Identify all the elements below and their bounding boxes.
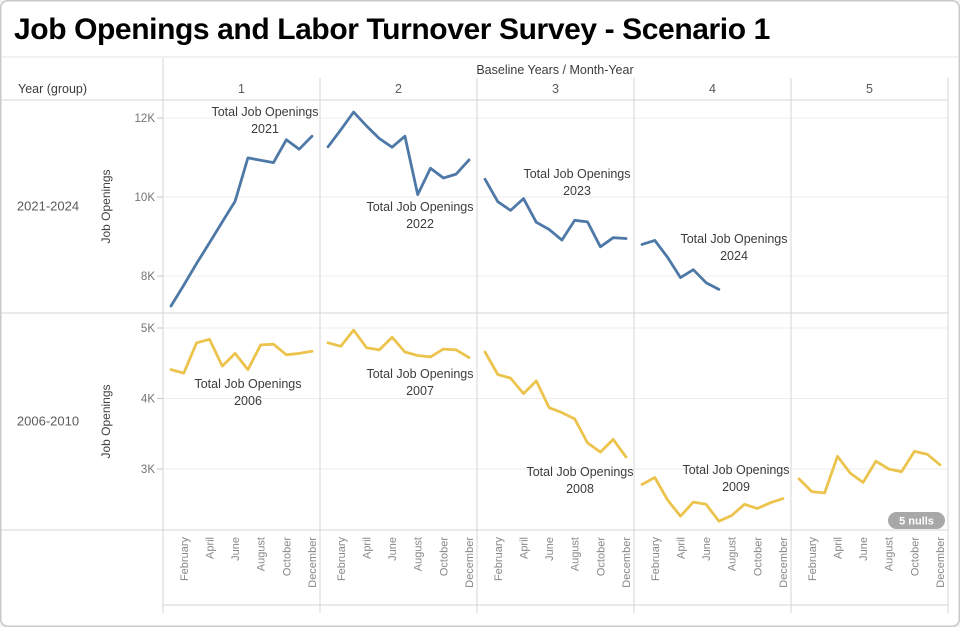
annotation-text-2008: Total Job Openings [526, 465, 633, 479]
x-axis-month-label: February [650, 537, 662, 582]
x-axis-month-label: December [935, 537, 947, 588]
column-header-5[interactable]: 5 [866, 82, 873, 96]
x-axis-month-label: June [230, 537, 242, 561]
annotation-year-2007: 2007 [406, 384, 434, 398]
line-mark-2006[interactable] [169, 337, 314, 375]
annotation-text-2006: Total Job Openings [194, 377, 301, 391]
annotation-year-2023: 2023 [563, 184, 591, 198]
annotation-year-2009: 2009 [722, 480, 750, 494]
annotation-text-2022: Total Job Openings [366, 200, 473, 214]
x-axis-month-label: April [518, 537, 530, 559]
y-axis-title: Job Openings [99, 169, 113, 243]
dashboard-title: Job Openings and Labor Turnover Survey -… [14, 13, 770, 46]
x-axis-month-label: February [179, 537, 191, 582]
x-axis-month-label: April [832, 537, 844, 559]
annotation-year-2006: 2006 [234, 394, 262, 408]
y-axis-tick-label: 3K [141, 464, 155, 476]
line-mark-2023[interactable] [483, 177, 628, 249]
annotation-year-2024: 2024 [720, 249, 748, 263]
annotation-text-2009: Total Job Openings [682, 463, 789, 477]
annotation-text-2007: Total Job Openings [366, 367, 473, 381]
line-mark-2007[interactable] [326, 328, 471, 360]
line-mark-2021[interactable] [169, 134, 314, 308]
annotation-year-2008: 2008 [566, 482, 594, 496]
x-axis-month-label: October [595, 537, 607, 576]
x-axis-month-label: April [204, 537, 216, 559]
x-axis-month-label: June [858, 537, 870, 561]
x-axis-month-label: December [307, 537, 319, 588]
annotation-text-2021: Total Job Openings [211, 105, 318, 119]
null-indicator-badge[interactable]: 5 nulls [888, 512, 945, 529]
line-mark-2024[interactable] [640, 238, 721, 291]
annotation-text-2024: Total Job Openings [680, 232, 787, 246]
x-axis-month-label: August [256, 537, 268, 571]
x-axis-month-label: February [807, 537, 819, 582]
column-dimension-header: Baseline Years / Month-Year [476, 63, 633, 77]
line-mark-2008[interactable] [483, 350, 628, 459]
x-axis-month-label: August [884, 537, 896, 571]
row-dimension-header: Year (group) [18, 82, 87, 96]
y-axis-tick-label: 10K [135, 192, 156, 204]
x-axis-month-label: August [727, 537, 739, 571]
y-axis-tick-label: 8K [141, 271, 155, 283]
column-header-1[interactable]: 1 [238, 82, 245, 96]
line-mark-2010[interactable] [797, 449, 942, 495]
x-axis-month-label: February [493, 537, 505, 582]
line-mark-2022[interactable] [326, 110, 471, 197]
x-axis-month-label: October [281, 537, 293, 576]
x-axis-month-label: June [544, 537, 556, 561]
x-axis-month-label: October [438, 537, 450, 576]
x-axis-month-label: August [570, 537, 582, 571]
trellis-chart-area: 12K 10K 8K 5K 4K 3K 1 2 3 4 5 2021-2024 Job Openings… [1, 58, 949, 613]
null-badge-label[interactable]: 5 nulls [899, 516, 934, 528]
x-axis-month-label: December [621, 537, 633, 588]
null-badge-pill[interactable] [888, 512, 945, 529]
x-axis-month-label: June [701, 537, 713, 561]
row-group-label-2021-2024[interactable]: 2021-2024 [17, 199, 79, 214]
x-axis-month-label: April [675, 537, 687, 559]
annotation-year-2021: 2021 [251, 122, 279, 136]
x-axis-month-label: October [909, 537, 921, 576]
row-group-label-2006-2010[interactable]: 2006-2010 [17, 414, 79, 429]
x-axis-month-label: December [778, 537, 790, 588]
x-axis-month-label: February [336, 537, 348, 582]
x-axis-month-label: December [464, 537, 476, 588]
x-axis-month-label: April [361, 537, 373, 559]
y-axis-tick-label: 5K [141, 323, 155, 335]
y-axis-tick-label: 4K [141, 394, 155, 406]
x-axis-month-label: June [387, 537, 399, 561]
annotation-text-2023: Total Job Openings [523, 167, 630, 181]
line-mark-2009[interactable] [640, 476, 785, 523]
column-header-3[interactable]: 3 [552, 82, 559, 96]
x-axis-month-label: October [752, 537, 764, 576]
x-axis-month-label: August [413, 537, 425, 571]
y-axis-title: Job Openings [99, 384, 113, 458]
y-axis-tick-label: 12K [135, 113, 156, 125]
annotation-year-2022: 2022 [406, 217, 434, 231]
column-header-4[interactable]: 4 [709, 82, 716, 96]
column-header-2[interactable]: 2 [395, 82, 402, 96]
